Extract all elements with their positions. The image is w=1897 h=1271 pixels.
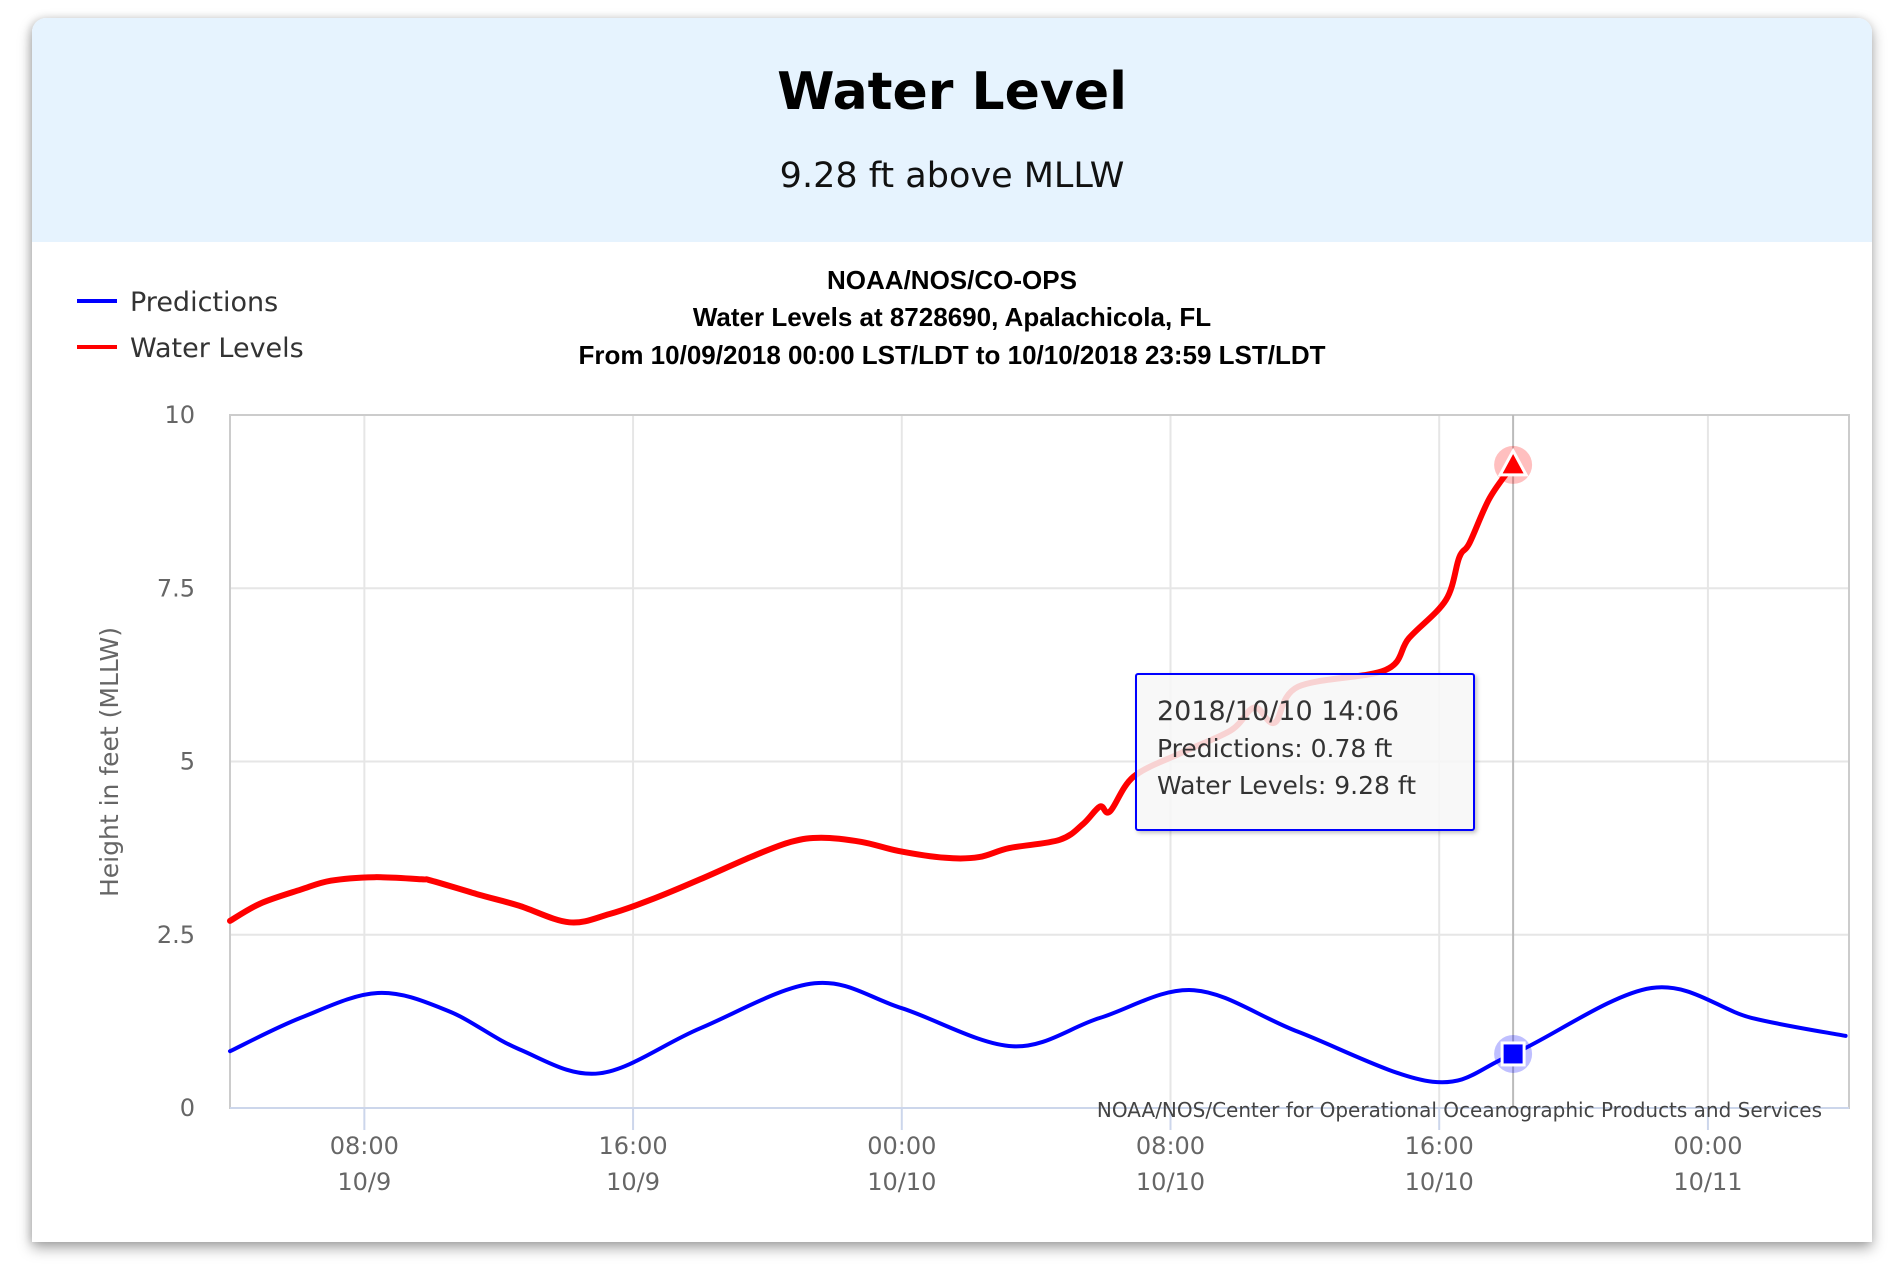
water-levels-point: [477, 893, 481, 897]
predictions-point: [1430, 1080, 1434, 1084]
x-tick-date: 10/9: [606, 1168, 660, 1196]
current-level-readout: 9.28 ft above MLLW: [779, 156, 1125, 196]
water-levels-point: [896, 849, 900, 853]
legend-item-water-levels[interactable]: Water Levels: [77, 333, 304, 364]
y-axis-ticks: 0 2.5 5 7.5 10: [157, 401, 195, 1122]
water-levels-point: [1444, 598, 1448, 602]
y-tick-label: 7.5: [157, 574, 195, 602]
predictions-point: [376, 991, 380, 995]
predictions-point: [299, 1016, 303, 1020]
chart-tooltip: 2018/10/10 14:06 Predictions: 0.78 ft Wa…: [1135, 673, 1475, 831]
water-levels-point: [430, 879, 434, 883]
x-tick-date: 10/10: [867, 1168, 936, 1196]
water-levels-point: [567, 920, 571, 924]
chart-title-line-2: Water Levels at 8728690, Apalachicola, F…: [693, 302, 1211, 332]
predictions-point: [517, 1047, 521, 1051]
water-levels-point: [943, 856, 947, 860]
water-levels-point: [1457, 555, 1461, 559]
water-levels-point: [1407, 636, 1411, 640]
legend-item-predictions[interactable]: Predictions: [77, 287, 278, 318]
water-levels-point: [1467, 541, 1471, 545]
water-levels-point: [648, 898, 652, 902]
card-title: Water Level: [777, 62, 1127, 122]
predictions-square-marker: [1500, 1041, 1526, 1067]
predictions-point: [1844, 1034, 1848, 1038]
water-levels-line[interactable]: [227, 461, 1517, 926]
x-tick-time: 00:00: [1673, 1132, 1742, 1160]
predictions-point: [1192, 988, 1196, 992]
water-levels-hover-marker[interactable]: [1494, 445, 1533, 484]
x-axis-ticks: 08:00 10/9 16:00 10/9 00:00 10/10 08:00 10/10 16…: [330, 1108, 1743, 1196]
y-tick-label: 2.5: [157, 921, 195, 949]
x-tick-time: 08:00: [1136, 1132, 1205, 1160]
chart-title-line-1: NOAA/NOS/CO-OPS: [827, 265, 1077, 295]
x-tick-date: 10/9: [337, 1168, 391, 1196]
chart-credits: NOAA/NOS/Center for Operational Oceanogr…: [1097, 1098, 1822, 1122]
water-levels-point: [977, 855, 981, 859]
water-levels-point: [517, 904, 521, 908]
water-levels-point: [1098, 805, 1102, 809]
tooltip-water-levels: Water Levels: 9.28 ft: [1157, 771, 1417, 800]
predictions-line[interactable]: [228, 980, 1848, 1085]
predictions-point: [900, 1006, 904, 1010]
water-levels-triangle-marker: [1497, 447, 1529, 477]
predictions-point: [228, 1049, 232, 1053]
predictions-point: [1649, 986, 1653, 990]
x-tick-time: 08:00: [330, 1132, 399, 1160]
chart-title-line-3: From 10/09/2018 00:00 LST/LDT to 10/10/2…: [578, 340, 1325, 370]
water-levels-point: [789, 840, 793, 844]
predictions-point: [1098, 1016, 1102, 1020]
tooltip-predictions: Predictions: 0.78 ft: [1157, 734, 1393, 763]
water-levels-point: [258, 902, 262, 906]
water-levels-point: [299, 888, 303, 892]
water-levels-point: [608, 912, 612, 916]
y-axis-label: Height in feet (MLLW): [95, 627, 124, 897]
legend-water-levels-label: Water Levels: [130, 333, 304, 364]
water-levels-point: [1488, 496, 1492, 500]
water-levels-point: [1058, 838, 1062, 842]
predictions-point: [1750, 1016, 1754, 1020]
y-tick-label: 10: [164, 401, 195, 429]
water-levels-point: [859, 840, 863, 844]
y-tick-label: 0: [180, 1094, 195, 1122]
predictions-point: [1011, 1044, 1015, 1048]
water-levels-point: [329, 879, 333, 883]
x-tick-time: 16:00: [1405, 1132, 1474, 1160]
water-levels-point: [1007, 846, 1011, 850]
y-tick-label: 5: [180, 748, 195, 776]
legend: Predictions Water Levels: [77, 287, 304, 364]
x-tick-time: 16:00: [598, 1132, 667, 1160]
water-levels-point: [698, 877, 702, 881]
water-levels-point: [819, 836, 823, 840]
water-levels-point: [419, 877, 423, 881]
data-points: [228, 463, 1848, 1084]
predictions-point: [597, 1071, 601, 1075]
water-levels-point: [749, 855, 753, 859]
predictions-point: [812, 981, 816, 985]
water-levels-point: [228, 919, 232, 923]
predictions-hover-marker[interactable]: [1494, 1034, 1533, 1073]
x-tick-date: 10/11: [1673, 1168, 1742, 1196]
water-levels-point: [1108, 809, 1112, 813]
predictions-point: [1296, 1030, 1300, 1034]
legend-predictions-label: Predictions: [130, 287, 278, 318]
water-level-card: Water Level 9.28 ft above MLLW: [32, 18, 1872, 1242]
x-tick-date: 10/10: [1136, 1168, 1205, 1196]
tooltip-time: 2018/10/10 14:06: [1157, 696, 1400, 727]
x-tick-date: 10/10: [1405, 1168, 1474, 1196]
predictions-point: [446, 1009, 450, 1013]
water-levels-point: [1081, 822, 1085, 826]
x-tick-time: 00:00: [867, 1132, 936, 1160]
water-levels-point: [372, 875, 376, 879]
predictions-point: [698, 1026, 702, 1030]
card-header: Water Level 9.28 ft above MLLW: [32, 18, 1872, 242]
water-levels-point: [1383, 668, 1387, 672]
